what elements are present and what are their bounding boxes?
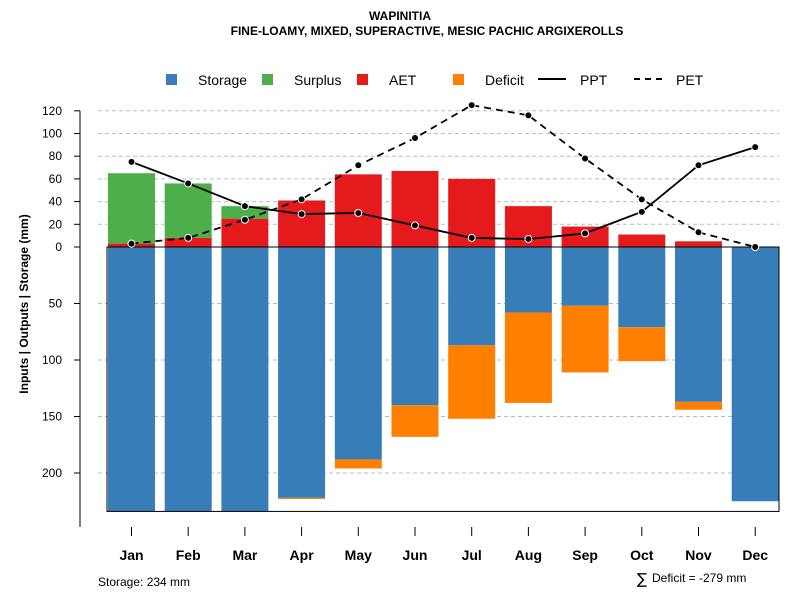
- deficit-bar-jul: [448, 345, 496, 419]
- surplus-bar-jan: [108, 173, 155, 244]
- deficit-bar-sep: [561, 305, 609, 373]
- storage-bar-mar: [221, 247, 269, 512]
- aet-bar-jun: [391, 170, 439, 247]
- chart-title: WAPINITIA: [369, 9, 431, 23]
- ppt-point-feb: [184, 179, 193, 188]
- ppt-point-may: [354, 208, 363, 217]
- aet-bar-oct: [618, 234, 666, 247]
- surplus-bar-mar: [221, 206, 269, 219]
- aet-bar-apr: [278, 200, 326, 247]
- storage-bar-oct: [618, 247, 666, 328]
- bar-series: [108, 170, 779, 512]
- deficit-bar-jun: [391, 405, 439, 437]
- storage-bar-aug: [504, 247, 552, 313]
- ppt-point-sep: [581, 229, 590, 238]
- y-tick-label-lower-50: 50: [49, 297, 63, 311]
- legend-storage-swatch: [166, 74, 177, 85]
- x-tick-label-sep: Sep: [572, 547, 598, 563]
- deficit-bar-may: [334, 459, 382, 469]
- pet-point-apr: [297, 195, 306, 204]
- pet-point-oct: [637, 195, 646, 204]
- pet-point-mar: [240, 215, 249, 224]
- x-tick-label-jun: Jun: [403, 547, 428, 563]
- pet-point-feb: [184, 233, 193, 242]
- ppt-point-dec: [751, 143, 760, 152]
- aet-bar-feb: [164, 237, 212, 247]
- x-tick-label-aug: Aug: [515, 547, 542, 563]
- deficit-bar-oct: [618, 327, 666, 362]
- legend-surplus-label: Surplus: [294, 72, 341, 88]
- x-tick-label-jan: Jan: [119, 547, 143, 563]
- storage-bar-jul: [448, 247, 496, 346]
- legend-ppt-label: PPT: [580, 72, 608, 88]
- y-tick-label-upper-20: 20: [49, 217, 63, 231]
- axes: 0 20 40 60 80 100 120 50 100 150 200 Jan Feb Mar Apr Ma…: [42, 104, 768, 563]
- storage-bar-jan: [108, 247, 155, 512]
- storage-total: Storage: 234 mm: [98, 575, 190, 589]
- y-tick-label-lower-150: 150: [42, 410, 62, 424]
- ppt-point-apr: [297, 210, 306, 219]
- plot-frame: [106, 246, 780, 512]
- pet-point-nov: [694, 228, 703, 237]
- legend-pet-label: PET: [676, 72, 704, 88]
- legend-storage-label: Storage: [198, 72, 247, 88]
- aet-bar-nov: [675, 241, 722, 247]
- x-tick-label-jul: Jul: [462, 547, 482, 563]
- x-tick-label-nov: Nov: [685, 547, 712, 563]
- deficit-bar-nov: [675, 401, 722, 410]
- storage-bar-sep: [561, 247, 609, 306]
- y-tick-label-upper-60: 60: [49, 172, 63, 186]
- y-tick-label-upper-100: 100: [42, 127, 62, 141]
- y-tick-label-lower-200: 200: [42, 466, 62, 480]
- ppt-point-aug: [524, 235, 533, 244]
- pet-point-dec: [751, 243, 760, 251]
- pet-point-may: [354, 161, 363, 170]
- y-tick-label-upper-40: 40: [49, 195, 63, 209]
- ppt-line: [131, 146, 756, 240]
- pet-point-jun: [411, 134, 419, 143]
- ppt-point-oct: [637, 207, 646, 216]
- y-tick-label-upper-0: 0: [55, 240, 62, 254]
- x-tick-label-mar: Mar: [232, 547, 257, 563]
- y-tick-label-upper-80: 80: [49, 149, 63, 163]
- legend: Storage Surplus AET Deficit PPT PET: [166, 72, 704, 88]
- x-tick-label-feb: Feb: [176, 547, 201, 563]
- x-tick-label-oct: Oct: [630, 547, 654, 563]
- x-tick-label-dec: Dec: [742, 547, 768, 563]
- legend-aet-label: AET: [389, 72, 417, 88]
- legend-deficit-swatch: [453, 74, 464, 85]
- line-series: [127, 101, 760, 251]
- storage-bar-feb: [164, 247, 212, 512]
- deficit-total: Deficit = -279 mm: [652, 571, 746, 585]
- ppt-point-mar: [240, 202, 249, 211]
- storage-bar-nov: [675, 247, 722, 402]
- deficit-sum-symbol: ∑: [637, 570, 647, 588]
- legend-aet-swatch: [357, 74, 368, 85]
- storage-bar-jun: [391, 247, 439, 406]
- deficit-bar-apr: [278, 497, 326, 499]
- storage-bar-dec: [731, 247, 779, 502]
- legend-surplus-swatch: [262, 74, 273, 85]
- x-tick-label-apr: Apr: [290, 547, 315, 563]
- ppt-point-jul: [467, 233, 476, 242]
- ppt-point-jan: [127, 157, 136, 166]
- pet-point-sep: [581, 154, 590, 163]
- y-axis-label: Inputs | Outputs | Storage (mm): [17, 214, 31, 393]
- pet-point-jul: [467, 101, 476, 110]
- ppt-point-jun: [411, 221, 419, 230]
- y-tick-label-upper-120: 120: [42, 104, 62, 118]
- legend-deficit-label: Deficit: [485, 72, 524, 88]
- pet-point-jan: [127, 239, 136, 248]
- chart-subtitle: FINE-LOAMY, MIXED, SUPERACTIVE, MESIC PA…: [231, 24, 624, 38]
- pet-point-aug: [524, 111, 533, 120]
- storage-bar-apr: [278, 247, 326, 498]
- storage-bar-may: [334, 247, 382, 460]
- surplus-bar-feb: [164, 183, 212, 238]
- y-tick-label-lower-100: 100: [42, 353, 62, 367]
- ppt-point-nov: [694, 161, 703, 170]
- deficit-bar-aug: [504, 312, 552, 403]
- x-tick-label-may: May: [345, 547, 372, 563]
